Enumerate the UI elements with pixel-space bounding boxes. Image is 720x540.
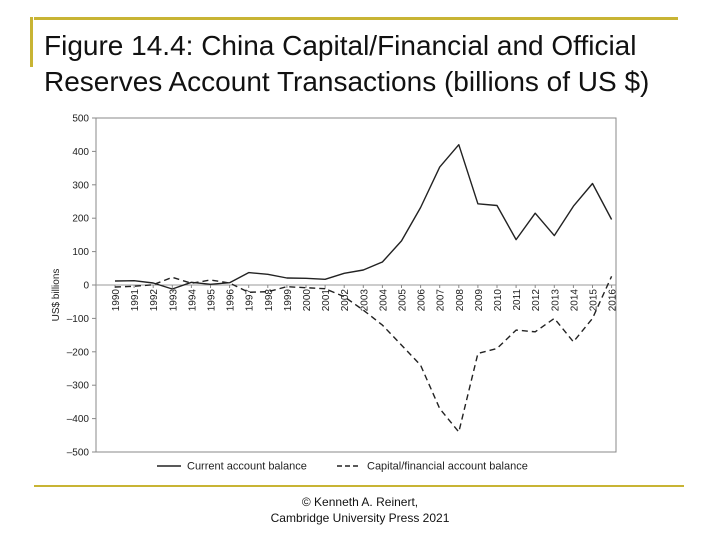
- x-tick-label: 2012: [531, 289, 542, 312]
- y-tick-label: 200: [72, 214, 89, 225]
- x-tick-label: 1997: [245, 289, 256, 312]
- x-tick-label: 1994: [187, 289, 198, 312]
- x-tick-label: 2002: [340, 289, 351, 312]
- x-tick-label: 1992: [149, 289, 160, 312]
- x-tick-label: 2009: [474, 289, 485, 312]
- y-tick-label: –300: [67, 381, 90, 392]
- y-tick-label: –100: [67, 314, 90, 325]
- x-tick-label: 2007: [436, 289, 447, 312]
- y-tick-label: 100: [72, 247, 89, 258]
- y-tick-label: 0: [83, 281, 89, 292]
- x-tick-label: 1995: [207, 289, 218, 312]
- x-tick-label: 1990: [111, 289, 122, 312]
- x-tick-label: 2006: [417, 289, 428, 312]
- x-tick-label: 1991: [130, 289, 141, 312]
- x-tick-label: 2004: [378, 289, 389, 312]
- x-tick-label: 2000: [302, 289, 313, 312]
- y-tick-label: –400: [67, 414, 90, 425]
- x-tick-label: 1996: [226, 289, 237, 312]
- x-tick-label: 1993: [168, 289, 179, 312]
- x-tick-label: 2015: [589, 289, 600, 312]
- y-axis-label: US$ billions: [51, 269, 62, 322]
- x-tick-label: 2011: [512, 289, 523, 311]
- credit-publisher: Cambridge University Press 2021: [270, 511, 450, 525]
- x-tick-label: 2005: [398, 289, 409, 312]
- legend-label: Current account balance: [187, 461, 307, 473]
- x-tick-label: 2010: [493, 289, 504, 312]
- plot-backdrop: [40, 112, 626, 476]
- line-chart: 500 400 300 200 100 0 –100 –200 –300 –400 –500 US$ …: [40, 112, 626, 476]
- y-tick-label: 400: [72, 147, 89, 158]
- x-tick-label: 2013: [550, 289, 561, 312]
- x-tick-label: 2003: [359, 289, 370, 312]
- x-tick-label: 2016: [608, 289, 619, 312]
- series-line-current-account: [114, 143, 613, 290]
- y-tick-label: 300: [72, 180, 89, 191]
- credit-author: © Kenneth A. Reinert,: [301, 495, 419, 509]
- series-line-capital-financial: [114, 276, 613, 433]
- bottom-accent-rule: [34, 485, 684, 487]
- copyright-credit: © Kenneth A. Reinert, Cambridge Universi…: [0, 494, 720, 526]
- y-tick-label: –500: [67, 448, 90, 459]
- top-accent-rule: [34, 17, 678, 20]
- x-tick-label: 2014: [569, 289, 580, 312]
- y-tick-label: –200: [67, 347, 90, 358]
- x-tick-label: 1999: [283, 289, 294, 312]
- x-tick-label: 2001: [321, 289, 332, 312]
- x-tick-label: 1998: [264, 289, 275, 312]
- legend-label: Capital/financial account balance: [367, 461, 528, 473]
- slide-title: Figure 14.4: China Capital/Financial and…: [44, 30, 650, 97]
- x-tick-label: 2008: [455, 289, 466, 312]
- left-accent-rule: [30, 17, 33, 67]
- y-tick-label: 500: [72, 114, 89, 125]
